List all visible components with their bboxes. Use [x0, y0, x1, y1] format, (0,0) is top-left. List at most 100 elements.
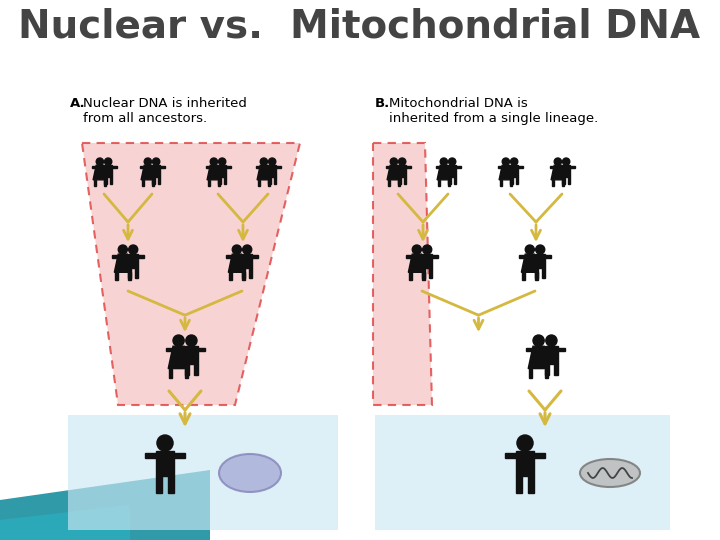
- Bar: [99, 166, 104, 168]
- Bar: [510, 165, 518, 177]
- Bar: [554, 364, 558, 375]
- Bar: [218, 180, 220, 186]
- Bar: [398, 180, 400, 186]
- Bar: [416, 255, 422, 258]
- Bar: [406, 255, 413, 258]
- Bar: [205, 166, 210, 168]
- Bar: [562, 177, 564, 184]
- Bar: [236, 255, 242, 258]
- Bar: [538, 348, 545, 351]
- Bar: [404, 177, 406, 184]
- Bar: [166, 348, 173, 351]
- Circle shape: [260, 158, 268, 165]
- Bar: [268, 177, 271, 184]
- Bar: [398, 165, 406, 177]
- Circle shape: [129, 245, 138, 254]
- Polygon shape: [408, 254, 426, 272]
- Bar: [567, 177, 570, 184]
- Bar: [393, 166, 398, 168]
- Bar: [142, 180, 144, 186]
- Bar: [135, 268, 138, 278]
- Bar: [535, 268, 539, 278]
- Bar: [115, 272, 117, 280]
- Bar: [535, 254, 546, 268]
- Circle shape: [118, 245, 127, 254]
- Bar: [510, 180, 512, 186]
- Bar: [387, 180, 390, 186]
- Bar: [534, 255, 540, 258]
- Circle shape: [243, 245, 252, 254]
- Bar: [429, 268, 433, 278]
- Bar: [557, 166, 562, 168]
- Bar: [242, 268, 246, 278]
- Circle shape: [554, 158, 562, 165]
- Bar: [447, 166, 452, 168]
- Bar: [505, 454, 516, 458]
- Bar: [198, 348, 205, 351]
- Circle shape: [96, 158, 104, 165]
- Bar: [552, 180, 554, 186]
- Circle shape: [423, 245, 432, 254]
- Bar: [218, 177, 220, 184]
- Polygon shape: [168, 346, 189, 369]
- Bar: [422, 272, 425, 280]
- Bar: [519, 255, 526, 258]
- Bar: [516, 177, 518, 184]
- Bar: [184, 348, 192, 351]
- Bar: [558, 348, 565, 351]
- Bar: [249, 268, 253, 278]
- Bar: [109, 177, 112, 184]
- Bar: [406, 166, 411, 168]
- Bar: [562, 166, 566, 168]
- Polygon shape: [437, 165, 451, 180]
- Circle shape: [186, 335, 197, 346]
- Bar: [448, 177, 451, 184]
- Circle shape: [210, 158, 217, 165]
- Bar: [213, 166, 218, 168]
- Polygon shape: [257, 165, 271, 180]
- Bar: [535, 272, 538, 280]
- Bar: [422, 268, 426, 278]
- Bar: [242, 272, 245, 280]
- Ellipse shape: [219, 454, 281, 492]
- Circle shape: [219, 158, 226, 165]
- Bar: [112, 166, 117, 168]
- Bar: [161, 166, 165, 168]
- Circle shape: [153, 158, 160, 165]
- Bar: [544, 348, 552, 351]
- Bar: [158, 177, 161, 184]
- Circle shape: [104, 158, 112, 165]
- Bar: [152, 165, 161, 177]
- Bar: [409, 272, 412, 280]
- Bar: [226, 166, 231, 168]
- Bar: [241, 255, 247, 258]
- Circle shape: [533, 335, 544, 346]
- Polygon shape: [521, 254, 539, 272]
- Bar: [529, 369, 532, 378]
- Bar: [448, 180, 450, 186]
- Bar: [224, 177, 226, 184]
- Bar: [448, 165, 456, 177]
- Circle shape: [536, 245, 545, 254]
- Circle shape: [546, 335, 557, 346]
- Bar: [253, 255, 258, 258]
- Bar: [104, 166, 108, 168]
- Polygon shape: [499, 165, 513, 180]
- Bar: [138, 255, 144, 258]
- Text: A.: A.: [70, 97, 86, 110]
- Polygon shape: [207, 165, 220, 180]
- Polygon shape: [528, 346, 549, 369]
- Bar: [268, 180, 270, 186]
- Polygon shape: [82, 143, 300, 405]
- Bar: [436, 166, 440, 168]
- Bar: [112, 255, 118, 258]
- Bar: [422, 254, 433, 268]
- Bar: [242, 254, 253, 268]
- Circle shape: [233, 245, 241, 254]
- Circle shape: [144, 158, 151, 165]
- Bar: [68, 415, 338, 530]
- Bar: [140, 166, 144, 168]
- Bar: [127, 255, 133, 258]
- Bar: [510, 177, 513, 184]
- Circle shape: [157, 435, 173, 451]
